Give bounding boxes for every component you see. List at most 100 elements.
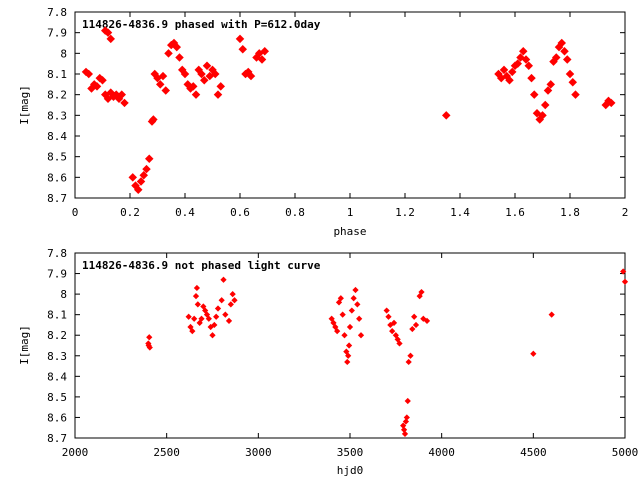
x-tick-label: 1.4 <box>450 206 470 219</box>
data-point <box>136 177 146 186</box>
data-point <box>396 340 403 347</box>
data-point <box>106 34 115 44</box>
data-point <box>220 276 227 283</box>
y-tick-label: 8.3 <box>47 350 67 363</box>
data-points <box>81 26 616 194</box>
unphased-light-curve-panel: 114826-4836.9 not phased light curve hjd… <box>18 247 638 477</box>
y-tick-label: 8.2 <box>47 329 67 342</box>
data-point <box>352 286 359 294</box>
data-point <box>172 42 181 52</box>
data-point <box>235 34 245 44</box>
data-point <box>383 307 390 314</box>
data-point <box>92 82 102 91</box>
data-point <box>149 115 158 124</box>
y-tick-label: 8.7 <box>47 432 67 445</box>
data-point <box>117 90 126 99</box>
x-tick-label: 2 <box>622 206 629 219</box>
data-point <box>339 311 346 318</box>
x-tick-label: 4000 <box>428 446 455 459</box>
data-point <box>565 69 575 79</box>
data-point <box>145 154 154 163</box>
y-tick-label: 8.1 <box>47 309 67 322</box>
data-point <box>407 352 414 359</box>
data-point <box>571 90 580 99</box>
y-tick-label: 8 <box>60 47 67 60</box>
data-point <box>334 327 341 335</box>
data-point <box>568 78 577 87</box>
data-point <box>214 305 222 312</box>
data-point <box>385 313 392 320</box>
data-point <box>120 98 129 108</box>
data-point <box>344 358 351 366</box>
data-point <box>231 297 238 304</box>
data-point <box>346 323 354 331</box>
data-point <box>257 55 267 64</box>
y-tick-label: 8.7 <box>47 192 67 205</box>
data-point <box>621 278 629 285</box>
y-tick-label: 8.4 <box>47 130 67 143</box>
x-tick-label: 0 <box>72 206 79 219</box>
data-point <box>357 332 365 339</box>
y-tick-label: 8.6 <box>47 411 67 424</box>
data-point <box>505 75 514 85</box>
data-point <box>191 90 201 99</box>
data-point <box>229 290 236 298</box>
x-tick-label: 4500 <box>520 446 547 459</box>
y-tick-label: 8.3 <box>47 109 67 122</box>
data-point <box>418 288 425 296</box>
data-point <box>356 315 363 322</box>
data-point <box>409 325 416 333</box>
data-point <box>499 65 509 75</box>
data-point <box>98 75 107 85</box>
data-point <box>84 69 93 79</box>
data-point <box>175 53 184 62</box>
x-axis-label: hjd0 <box>337 464 364 477</box>
y-axis-label: I[mag] <box>18 325 31 365</box>
x-tick-label: 1.8 <box>560 206 580 219</box>
data-point <box>185 313 192 320</box>
data-point <box>222 311 229 318</box>
data-point <box>128 173 137 182</box>
plot-title: 114826-4836.9 phased with P=612.0day <box>82 18 321 31</box>
data-point <box>211 69 220 79</box>
y-tick-label: 8.1 <box>47 68 67 81</box>
data-point <box>158 71 168 81</box>
data-point <box>161 86 170 95</box>
data-point <box>193 284 201 292</box>
data-point <box>354 301 361 308</box>
y-tick-label: 7.9 <box>47 268 67 281</box>
y-tick-label: 8 <box>60 288 67 301</box>
data-point <box>156 80 165 89</box>
x-tick-label: 0.2 <box>120 206 140 219</box>
y-axis-label: I[mag] <box>18 85 31 125</box>
data-point <box>213 313 220 320</box>
data-point <box>405 358 412 366</box>
data-point <box>200 75 209 85</box>
data-point <box>341 332 348 339</box>
y-tick-label: 7.9 <box>47 27 67 40</box>
data-point <box>238 44 247 54</box>
data-point <box>146 334 153 341</box>
data-point <box>345 342 353 349</box>
y-tick-label: 8.5 <box>47 391 67 404</box>
data-point <box>227 301 234 308</box>
data-point <box>350 295 357 302</box>
x-tick-label: 0.8 <box>285 206 305 219</box>
data-point <box>194 301 201 308</box>
data-point <box>563 55 572 64</box>
x-tick-label: 2500 <box>153 446 180 459</box>
x-tick-label: 0.4 <box>175 206 195 219</box>
data-point <box>404 397 411 405</box>
data-point <box>411 313 418 320</box>
data-point <box>402 418 410 425</box>
plot-title: 114826-4836.9 not phased light curve <box>82 259 321 272</box>
y-tick-label: 8.2 <box>47 89 67 102</box>
y-tick-label: 7.8 <box>47 247 67 260</box>
data-point <box>400 422 407 429</box>
data-point <box>260 47 269 56</box>
data-point <box>192 293 200 300</box>
data-point <box>389 327 396 335</box>
x-tick-label: 1.2 <box>395 206 415 219</box>
data-point <box>442 111 451 120</box>
